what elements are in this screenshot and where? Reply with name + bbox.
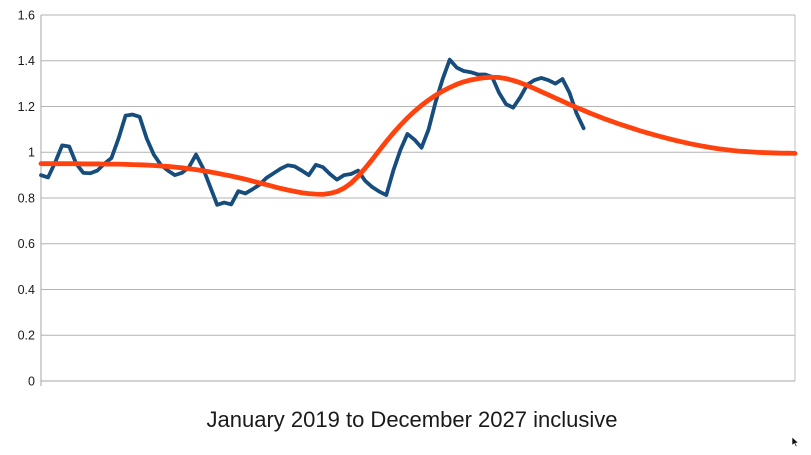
x-axis-title: January 2019 to December 2027 inclusive <box>207 407 618 432</box>
y-axis-tick-labels-group: 0 0.2 0.4 0.6 0.8 1 1.2 1.4 1.6 <box>18 8 35 388</box>
y-axis-tick-label: 0 <box>28 374 35 388</box>
series-group <box>38 57 798 207</box>
monthly-values-jagged-line <box>39 57 586 207</box>
y-axis-tick-label: 1.4 <box>18 54 35 68</box>
y-axis-tick-label: 0.2 <box>18 329 35 343</box>
axes-group <box>40 15 796 386</box>
y-axis-tick-label: 0.6 <box>18 237 35 251</box>
y-axis-tick-label: 1.6 <box>18 8 35 22</box>
gridlines-group <box>41 14 795 382</box>
y-axis-tick-label: 1 <box>28 146 35 160</box>
mouse-cursor-icon <box>791 436 800 448</box>
y-axis-tick-label: 0.8 <box>18 191 35 205</box>
y-axis-tick-label: 1.2 <box>18 100 35 114</box>
smooth-trend-line <box>38 74 798 197</box>
y-axis-tick-label: 0.4 <box>18 283 35 297</box>
